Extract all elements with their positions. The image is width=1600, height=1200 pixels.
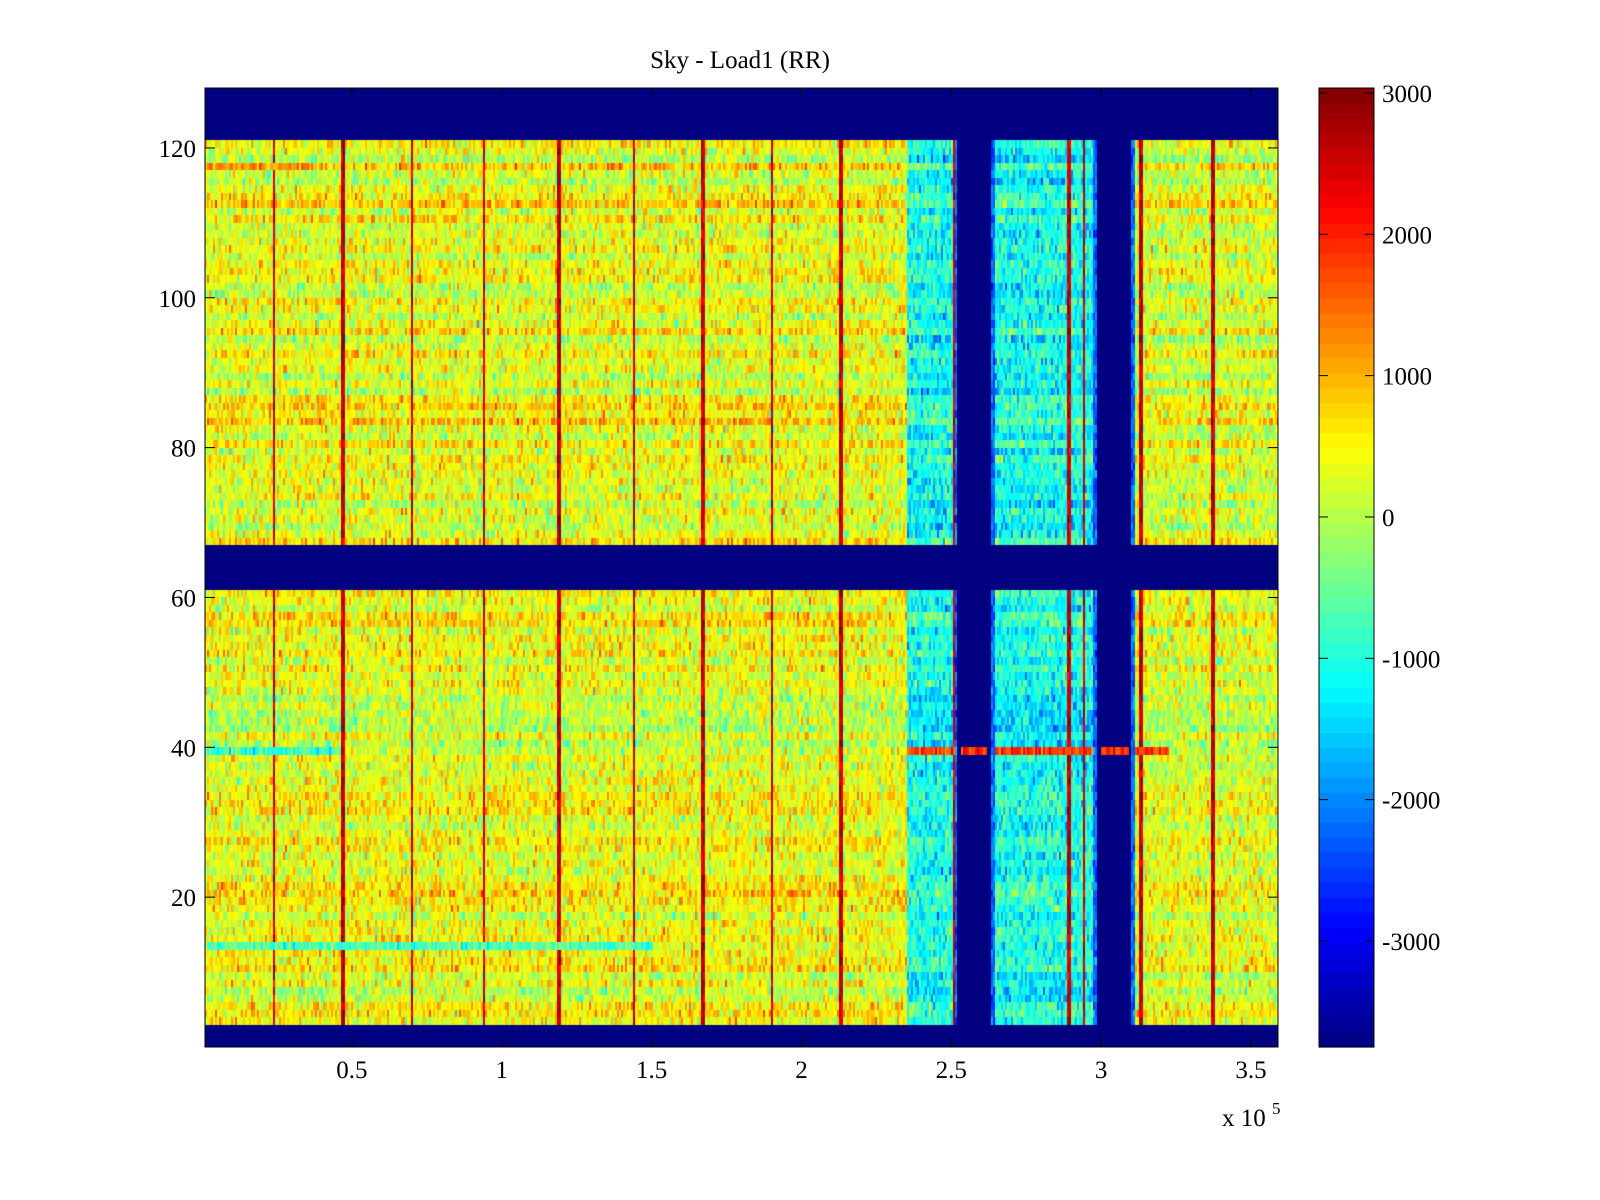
colorbar-swatch (1319, 927, 1374, 943)
colorbar-swatch (1319, 627, 1374, 644)
colorbar-swatch (1319, 582, 1374, 599)
x-tick-label: 1 (495, 1057, 508, 1084)
colorbar-tick-label: 0 (1382, 505, 1395, 532)
x-tick-label: 2 (795, 1057, 808, 1084)
colorbar-swatch (1319, 252, 1374, 269)
colorbar-swatch (1319, 162, 1374, 179)
colorbar-swatch (1319, 987, 1374, 1003)
x-tick-label: 3 (1095, 1057, 1108, 1084)
colorbar-swatch (1319, 147, 1374, 164)
y-axis: 20 40 60 80 100 120 (159, 136, 1278, 912)
colorbar-swatch (1319, 282, 1374, 299)
colorbar-swatch (1319, 312, 1374, 329)
colorbar-tick-label: 3000 (1382, 81, 1432, 108)
colorbar-swatch (1319, 822, 1374, 838)
x-tick-label: 2.5 (936, 1057, 967, 1084)
colorbar-swatch (1319, 1017, 1374, 1033)
colorbar-tick-label: -3000 (1382, 929, 1440, 956)
x-tick-label: 3.5 (1235, 1057, 1266, 1084)
x-exponent-label: x 10 5 (1222, 1099, 1281, 1132)
colorbar-swatch (1319, 672, 1374, 688)
colorbar-swatch (1319, 552, 1374, 569)
colorbar-swatch (1319, 342, 1374, 359)
colorbar-swatch (1319, 522, 1374, 539)
x-tick-label: 1.5 (636, 1057, 667, 1084)
colorbar-swatch (1319, 117, 1374, 134)
colorbar-swatch (1319, 657, 1374, 673)
colorbar-swatch (1319, 132, 1374, 149)
colorbar-swatch (1319, 492, 1374, 509)
colorbar-swatch (1319, 537, 1374, 554)
colorbar-swatch (1319, 837, 1374, 853)
colorbar-swatch (1319, 762, 1374, 778)
colorbar-tick-label: 1000 (1382, 364, 1432, 391)
chart-title: Sky - Load1 (RR) (650, 47, 830, 74)
colorbar-swatch (1319, 867, 1374, 883)
colorbar-swatch (1319, 717, 1374, 733)
colorbar-swatch (1319, 447, 1374, 464)
plot-frame (204, 87, 1279, 1048)
colorbar-swatch (1319, 642, 1374, 659)
colorbar-swatch (1319, 807, 1374, 823)
colorbar-swatch (1319, 237, 1374, 254)
x-exponent-base: x 10 (1222, 1105, 1266, 1132)
y-tick-label: 120 (159, 136, 197, 163)
colorbar-swatch (1319, 687, 1374, 703)
colorbar-swatch (1319, 777, 1374, 793)
colorbar-tick-label: -1000 (1382, 646, 1440, 673)
colorbar-swatch (1319, 267, 1374, 284)
x-tick-label: 0.5 (336, 1057, 367, 1084)
colorbar-swatch (1319, 1032, 1374, 1048)
y-tick-label: 60 (171, 585, 196, 612)
colorbar-tick-label: 2000 (1382, 222, 1432, 249)
colorbar-swatch (1319, 207, 1374, 224)
colorbar-swatch (1319, 372, 1374, 389)
colorbar-swatch (1319, 912, 1374, 928)
colorbar-swatch (1319, 597, 1374, 614)
colorbar-swatch (1319, 357, 1374, 374)
y-tick-label: 100 (159, 286, 197, 313)
colorbar-swatch (1319, 192, 1374, 209)
colorbar-swatch (1319, 942, 1374, 958)
colorbar-swatch (1319, 417, 1374, 434)
colorbar-swatch (1319, 567, 1374, 584)
colorbar-swatch (1319, 297, 1374, 314)
colorbar-swatch (1319, 702, 1374, 718)
colorbar-swatch (1319, 477, 1374, 494)
heatmap-image (205, 88, 1278, 1047)
colorbar-swatch (1319, 972, 1374, 988)
colorbar-tick-label: -2000 (1382, 788, 1440, 815)
colorbar-swatch (1319, 102, 1374, 119)
colorbar-swatch (1319, 852, 1374, 868)
colorbar-swatch (1319, 327, 1374, 344)
colorbar-swatch (1319, 507, 1374, 524)
colorbar: 3000 2000 1000 0 -1000 -2000 -3000 (1318, 81, 1440, 1048)
y-tick-label: 40 (171, 735, 196, 762)
colorbar-swatch (1319, 957, 1374, 973)
colorbar-swatch (1319, 462, 1374, 479)
colorbar-swatch (1319, 882, 1374, 898)
plot-area (204, 87, 1279, 1048)
x-exponent-power: 5 (1272, 1099, 1281, 1118)
colorbar-swatch (1319, 747, 1374, 763)
colorbar-swatch (1319, 88, 1374, 104)
y-tick-label: 20 (171, 885, 196, 912)
colorbar-swatch (1319, 387, 1374, 404)
colorbar-swatch (1319, 897, 1374, 913)
colorbar-frame (1318, 87, 1375, 1048)
colorbar-swatch (1319, 177, 1374, 194)
x-axis: 0.5 1 1.5 2 2.5 3 3.5 (336, 88, 1267, 1084)
colorbar-swatch (1319, 612, 1374, 629)
colorbar-swatch (1319, 1002, 1374, 1018)
colorbar-swatch (1319, 732, 1374, 748)
colorbar-swatch (1319, 222, 1374, 239)
colorbar-swatch (1319, 792, 1374, 808)
colorbar-swatch (1319, 402, 1374, 419)
y-tick-label: 80 (171, 436, 196, 463)
colorbar-swatch (1319, 432, 1374, 449)
